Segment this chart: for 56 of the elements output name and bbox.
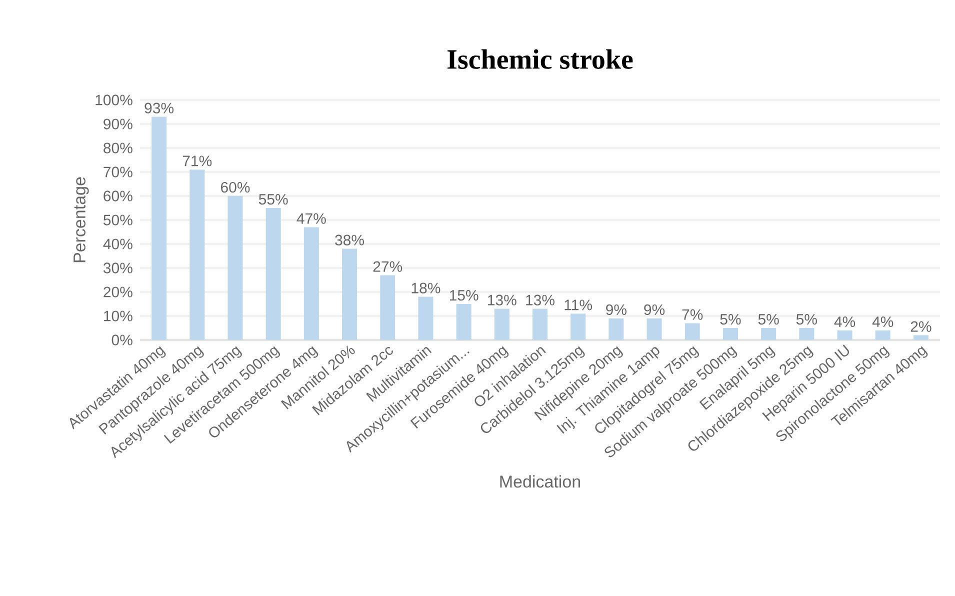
data-label: 2% [910, 321, 932, 332]
data-label: 13% [488, 294, 516, 306]
chart-title: Ischemic stroke [447, 49, 633, 69]
y-axis-title: Percentage [74, 177, 89, 262]
y-tick-label: 20% [104, 286, 132, 298]
x-axis-title: Medication [500, 475, 580, 488]
y-tick-label: 70% [104, 166, 132, 178]
bar [532, 308, 548, 340]
bar [266, 208, 281, 340]
bar [646, 318, 662, 340]
y-tick-label: 0% [112, 334, 132, 346]
data-label: 4% [872, 316, 894, 328]
data-label: 7% [682, 309, 703, 320]
bar [190, 170, 205, 340]
data-label: 13% [526, 294, 554, 306]
bar [875, 330, 890, 340]
bar [418, 296, 434, 340]
bar [228, 196, 243, 340]
bar [722, 328, 738, 340]
data-label: 9% [644, 304, 665, 316]
bar [837, 330, 852, 340]
y-tick-label: 50% [104, 214, 132, 226]
bar [761, 328, 776, 340]
bar [608, 318, 624, 340]
bar [913, 335, 928, 340]
bar [152, 116, 167, 340]
bar [494, 308, 510, 340]
y-tick-label: 10% [104, 310, 132, 322]
bar [799, 328, 814, 340]
data-label: 11% [564, 300, 592, 310]
data-label: 5% [758, 314, 779, 325]
bar [456, 304, 472, 340]
y-tick-label: 90% [104, 118, 132, 130]
y-tick-label: 40% [103, 238, 132, 250]
y-tick-label: 60% [104, 190, 132, 202]
data-label: 27% [373, 261, 402, 272]
bar [570, 314, 586, 340]
bar [380, 275, 396, 340]
data-label: 60% [220, 182, 250, 193]
data-label: 93% [144, 102, 174, 114]
bar [304, 227, 319, 340]
data-label: 71% [182, 156, 212, 166]
data-label: 55% [258, 194, 288, 205]
data-label: 38% [335, 234, 364, 246]
data-label: 15% [450, 290, 478, 301]
y-tick-label: 100% [96, 94, 132, 106]
data-label: 47% [296, 213, 326, 224]
data-label: 5% [720, 314, 741, 325]
data-label: 9% [606, 304, 626, 316]
data-label: 18% [412, 282, 440, 294]
y-tick-label: 80% [104, 142, 132, 154]
data-label: 5% [796, 314, 817, 325]
y-tick-label: 30% [103, 262, 132, 274]
data-label: 4% [834, 316, 856, 328]
bar [684, 323, 700, 340]
bar [342, 248, 358, 340]
